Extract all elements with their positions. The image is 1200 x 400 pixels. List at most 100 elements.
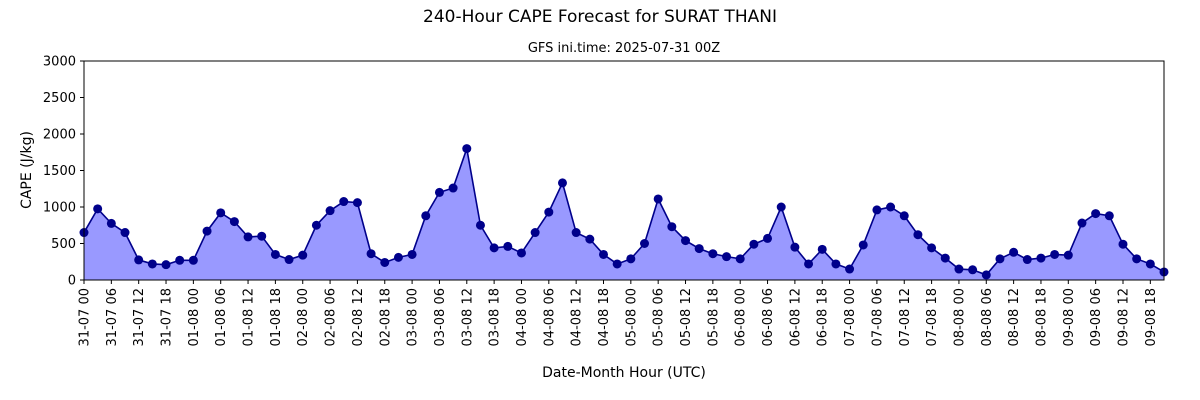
data-point (93, 204, 103, 214)
data-point (667, 222, 677, 232)
y-axis-label: CAPE (J/kg) (19, 131, 35, 209)
data-point (776, 202, 786, 212)
data-point (872, 205, 882, 215)
x-tick-label: 02-08 00 (296, 288, 311, 346)
data-point (366, 249, 376, 259)
x-tick-label: 05-08 12 (679, 288, 694, 346)
data-point (640, 239, 650, 248)
data-point (571, 228, 581, 238)
y-tick-label: 1000 (43, 201, 76, 216)
data-point (270, 249, 280, 259)
x-tick-label: 04-08 12 (570, 288, 585, 346)
data-point (1104, 211, 1114, 221)
data-point (257, 231, 267, 241)
data-point (311, 220, 321, 230)
data-point (817, 244, 827, 254)
data-point (735, 254, 745, 264)
data-point (612, 259, 622, 269)
x-tick-label: 03-08 18 (488, 288, 503, 346)
x-tick-label: 31-07 12 (132, 288, 147, 346)
data-point (530, 228, 540, 238)
data-point (831, 259, 841, 269)
data-point (503, 241, 513, 251)
data-point (913, 230, 923, 240)
data-point (981, 270, 991, 280)
x-tick-label: 03-08 12 (460, 288, 475, 346)
data-point (393, 252, 403, 262)
x-tick-label: 07-08 00 (843, 288, 858, 346)
data-point (598, 249, 608, 259)
data-point (995, 254, 1005, 264)
data-point (585, 234, 595, 244)
x-tick-label: 03-08 06 (433, 288, 448, 346)
data-point (243, 232, 253, 242)
data-point (557, 178, 567, 188)
data-point (516, 248, 526, 258)
x-tick-label: 31-07 00 (78, 288, 93, 346)
x-tick-label: 03-08 00 (406, 288, 421, 346)
x-tick-label: 06-08 12 (788, 288, 803, 346)
x-tick-label: 05-08 00 (624, 288, 639, 346)
data-point (462, 144, 472, 154)
x-tick-label: 05-08 18 (706, 288, 721, 346)
x-axis-label: Date-Month Hour (UTC) (542, 365, 706, 381)
data-point (216, 208, 226, 218)
data-point (407, 249, 417, 259)
x-tick-label: 09-08 12 (1116, 288, 1131, 346)
x-tick-label: 05-08 06 (652, 288, 667, 346)
x-tick-label: 07-08 12 (898, 288, 913, 346)
x-tick-label: 08-08 12 (1007, 288, 1022, 346)
area-fill (84, 148, 1164, 280)
data-point (380, 257, 390, 267)
data-point (708, 249, 718, 259)
data-point (1050, 249, 1060, 259)
data-point (899, 211, 909, 221)
data-point (284, 255, 294, 265)
data-point (681, 236, 691, 246)
data-point (434, 187, 444, 197)
data-point (352, 198, 362, 208)
y-tick-label: 2500 (43, 91, 76, 106)
x-tick-label: 06-08 00 (734, 288, 749, 346)
chart-title: 240-Hour CAPE Forecast for SURAT THANI (423, 7, 777, 27)
data-point (1063, 250, 1073, 260)
data-point (845, 264, 855, 274)
data-point (653, 194, 663, 204)
x-tick-label: 07-08 06 (870, 288, 885, 346)
data-point (229, 217, 239, 227)
data-point (475, 220, 485, 230)
data-point (749, 239, 759, 249)
data-point (940, 253, 950, 263)
data-point (1009, 247, 1019, 257)
data-point (421, 211, 431, 221)
data-point (790, 242, 800, 252)
x-tick-label: 09-08 18 (1144, 288, 1159, 346)
data-point (1091, 209, 1101, 219)
data-point (626, 254, 636, 264)
data-point (927, 243, 937, 253)
y-tick-label: 2000 (43, 128, 76, 143)
x-tick-label: 09-08 00 (1062, 288, 1077, 346)
y-tick-label: 3000 (43, 55, 76, 70)
data-point (298, 250, 308, 260)
data-point (954, 264, 964, 274)
data-point (968, 265, 978, 275)
x-tick-label: 06-08 18 (816, 288, 831, 346)
x-tick-label: 09-08 06 (1089, 288, 1104, 346)
x-tick-label: 06-08 06 (761, 288, 776, 346)
x-tick-label: 31-07 06 (105, 288, 120, 346)
data-point (134, 255, 144, 265)
data-point (544, 207, 554, 217)
data-point (175, 255, 185, 265)
x-tick-label: 02-08 12 (351, 288, 366, 346)
data-point (763, 233, 773, 243)
x-tick-label: 07-08 18 (925, 288, 940, 346)
x-tick-label: 04-08 00 (515, 288, 530, 346)
x-tick-label: 08-08 06 (980, 288, 995, 346)
data-point (489, 243, 499, 253)
data-point (1145, 259, 1155, 269)
y-tick-label: 500 (51, 237, 76, 252)
data-point (722, 252, 732, 262)
x-tick-label: 01-08 12 (242, 288, 257, 346)
x-tick-label: 08-08 00 (952, 288, 967, 346)
